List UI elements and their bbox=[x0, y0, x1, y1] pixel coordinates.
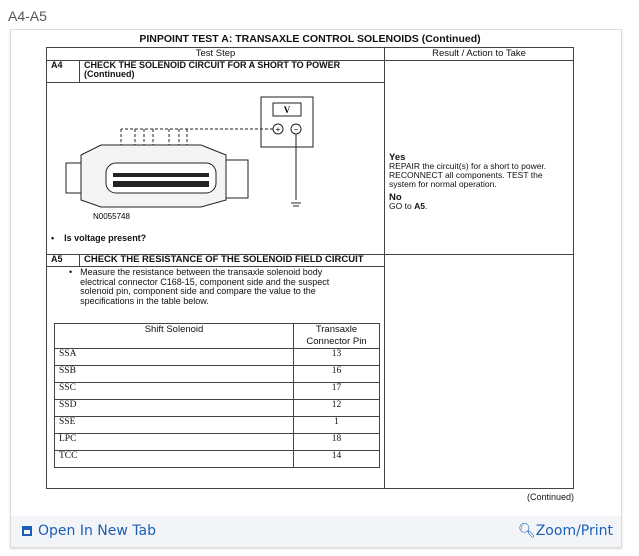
svg-text:N0055748: N0055748 bbox=[93, 212, 130, 221]
step-a5-id: A5 bbox=[46, 254, 80, 267]
a4-figure-cell: V + − N0055748 • Is voltage present? bbox=[45, 82, 386, 255]
a5-instruction: • Measure the resistance between the tran… bbox=[69, 267, 330, 306]
table-row: SSC 17 bbox=[54, 382, 380, 400]
service-document: PINPOINT TEST A: TRANSAXLE CONTROL SOLEN… bbox=[45, 32, 574, 502]
document-card: PINPOINT TEST A: TRANSAXLE CONTROL SOLEN… bbox=[10, 29, 622, 548]
svg-text:V: V bbox=[284, 105, 291, 115]
a5-body: • Measure the resistance between the tran… bbox=[45, 266, 386, 489]
footer-bar: Open In New Tab 🔍︎Zoom/Print bbox=[11, 516, 621, 547]
doc-title: PINPOINT TEST A: TRANSAXLE CONTROL SOLEN… bbox=[139, 33, 481, 45]
a4-question: • Is voltage present? bbox=[51, 233, 147, 243]
table-row: SSB 16 bbox=[54, 365, 380, 383]
table-row: TCC 14 bbox=[54, 450, 380, 468]
a5-result bbox=[384, 254, 574, 489]
open-in-new-tab-link[interactable]: Open In New Tab bbox=[22, 516, 156, 547]
continued-note: (Continued) bbox=[526, 492, 574, 502]
pinpoint-table: Test Step Result / Action to Take A4 CHEC… bbox=[45, 47, 574, 489]
solenoid-pin-table: Shift Solenoid Transaxle Connector Pin SS… bbox=[54, 323, 380, 468]
table-row: SSE 1 bbox=[54, 416, 380, 434]
svg-text:+: + bbox=[276, 125, 281, 134]
step-a4-id: A4 bbox=[46, 60, 80, 83]
zoom-print-link[interactable]: 🔍︎Zoom/Print bbox=[517, 523, 613, 539]
table-row: SSD 12 bbox=[54, 399, 380, 417]
col-shift-solenoid: Shift Solenoid bbox=[54, 323, 294, 349]
a4-result: Yes REPAIR the circuit(s) for a short to… bbox=[384, 60, 574, 255]
step-a5-heading: CHECK THE RESISTANCE OF THE SOLENOID FIE… bbox=[78, 254, 386, 267]
col-connector-pin: Transaxle Connector Pin bbox=[293, 323, 380, 349]
svg-text:−: − bbox=[294, 125, 299, 134]
table-row: SSA 13 bbox=[54, 348, 380, 366]
zoom-in-icon: 🔍︎ bbox=[517, 523, 536, 539]
new-tab-icon bbox=[22, 526, 32, 536]
connector-diagram: V + − N0055748 bbox=[65, 96, 314, 221]
col-result: Result / Action to Take bbox=[384, 47, 574, 61]
col-test-step: Test Step bbox=[45, 47, 386, 61]
table-row: LPC 18 bbox=[54, 433, 380, 451]
section-label: A4-A5 bbox=[8, 8, 47, 24]
step-a4-heading: CHECK THE SOLENOID CIRCUIT FOR A SHORT T… bbox=[78, 60, 386, 83]
